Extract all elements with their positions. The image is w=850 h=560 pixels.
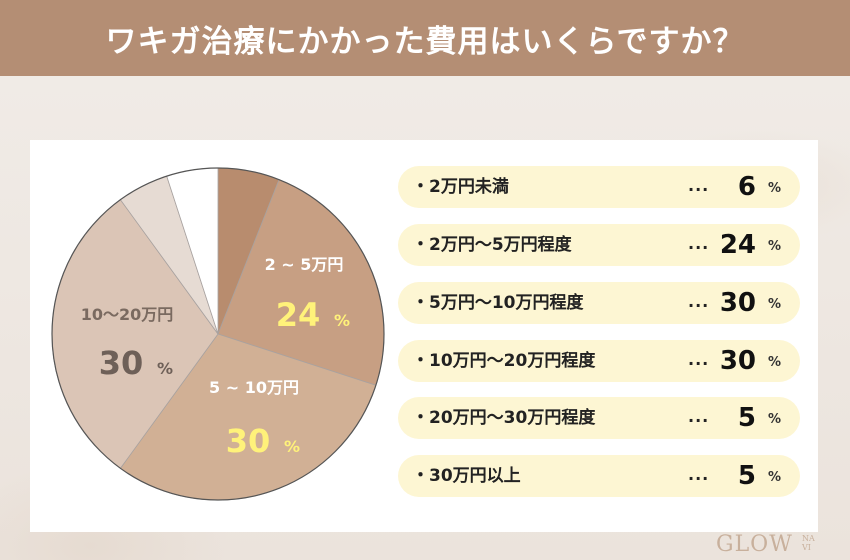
legend-unit: % — [768, 355, 782, 370]
legend-label-text: 30万円以上 — [429, 466, 521, 486]
pie-slice-value: 30 — [99, 344, 144, 382]
legend-dots: ... — [688, 350, 710, 369]
pie-slice-unit: % — [334, 311, 350, 330]
legend-unit: % — [768, 470, 782, 485]
legend-value: 5 — [737, 403, 756, 433]
pie-slice-label: 10〜20万円 — [81, 305, 174, 324]
legend-unit: % — [768, 412, 782, 427]
pie-slice-label: 5 ~ 10万円 — [209, 378, 299, 397]
legend-row: ・20万円〜30万円程度... 5% — [398, 397, 800, 439]
legend-bullet: ・ — [412, 466, 429, 486]
pie-slice-unit: % — [284, 437, 300, 456]
legend-label: ・10万円〜20万円程度 — [412, 340, 595, 382]
legend-label: ・30万円以上 — [412, 455, 521, 497]
legend-bullet: ・ — [412, 235, 429, 255]
header-banner: ワキガ治療にかかった費用はいくらですか？ — [0, 0, 850, 76]
legend-label-text: 10万円〜20万円程度 — [429, 351, 596, 371]
pie-slice-label: 2 ~ 5万円 — [265, 255, 344, 274]
legend-label-text: 20万円〜30万円程度 — [429, 408, 596, 428]
pie-slice-unit: % — [157, 359, 173, 378]
legend-row: ・5万円〜10万円程度... 30% — [398, 282, 800, 324]
legend-label: ・2万円未満 — [412, 166, 509, 208]
legend-label: ・20万円〜30万円程度 — [412, 397, 595, 439]
pie-slice-value: 30 — [226, 422, 271, 460]
legend-label: ・5万円〜10万円程度 — [412, 282, 584, 324]
legend-bullet: ・ — [412, 351, 429, 371]
legend-row: ・2万円〜5万円程度... 24% — [398, 224, 800, 266]
legend-bullet: ・ — [412, 408, 429, 428]
logo-text: GLOW — [716, 532, 793, 557]
legend-row: ・10万円〜20万円程度... 30% — [398, 340, 800, 382]
legend-value: 24 — [719, 230, 756, 260]
legend-unit: % — [768, 181, 782, 196]
pie-outline — [51, 167, 385, 501]
legend-dots: ... — [688, 176, 710, 195]
legend-row: ・2万円未満... 6% — [398, 166, 800, 208]
legend-dots: ... — [688, 292, 710, 311]
legend-dots: ... — [688, 407, 710, 426]
legend-bullet: ・ — [412, 177, 429, 197]
legend-value: 5 — [737, 461, 756, 491]
legend-unit: % — [768, 239, 782, 254]
logo-subtext: NA VI — [802, 534, 815, 552]
legend-label-text: 2万円未満 — [429, 177, 509, 197]
legend-unit: % — [768, 297, 782, 312]
legend-label: ・2万円〜5万円程度 — [412, 224, 572, 266]
legend-bullet: ・ — [412, 293, 429, 313]
pie-slice-value: 24 — [276, 296, 321, 334]
glow-navi-logo: GLOW NA VI — [716, 532, 846, 560]
legend-dots: ... — [688, 465, 710, 484]
legend-row: ・30万円以上... 5% — [398, 455, 800, 497]
page-title: ワキガ治療にかかった費用はいくらですか？ — [105, 23, 745, 60]
legend-dots: ... — [688, 234, 710, 253]
legend-label-text: 5万円〜10万円程度 — [429, 293, 584, 313]
legend-value: 30 — [719, 288, 756, 318]
legend-value: 6 — [737, 172, 756, 202]
legend-value: 30 — [719, 346, 756, 376]
legend-label-text: 2万円〜5万円程度 — [429, 235, 572, 255]
